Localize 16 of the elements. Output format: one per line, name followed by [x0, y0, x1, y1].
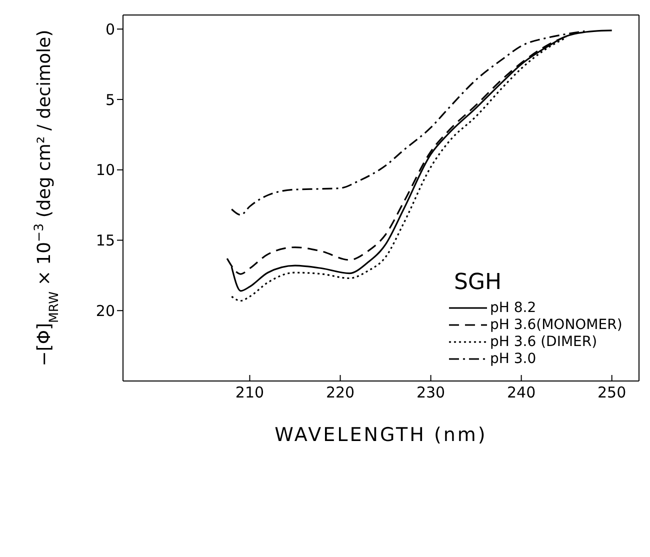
x-tick-label: 220	[326, 384, 355, 402]
y-tick-label: 5	[105, 90, 115, 109]
x-tick-label: 250	[598, 384, 626, 402]
x-axis-title: WAVELENGTH (nm)	[274, 424, 488, 446]
y-tick-label: 20	[96, 302, 115, 320]
y-tick-label: 15	[96, 232, 115, 250]
x-tick-label: 230	[416, 384, 446, 402]
legend-label: pH 3.6 (DIMER)	[490, 334, 598, 350]
legend-label: pH 3.0	[490, 350, 536, 366]
x-tick-label: 240	[506, 384, 536, 402]
legend-label: pH 3.6(MONOMER)	[490, 316, 622, 332]
y-tick-label: 0	[105, 20, 115, 38]
legend-title: SGH	[454, 270, 503, 295]
legend-label: pH 8.2	[490, 300, 536, 316]
x-tick-label: 210	[235, 384, 264, 402]
y-tick-label: 10	[96, 161, 115, 180]
